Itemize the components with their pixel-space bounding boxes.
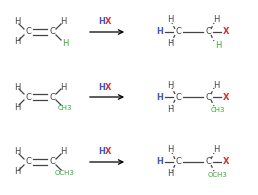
Text: H: H	[99, 147, 106, 157]
Text: C: C	[205, 27, 211, 36]
Text: H: H	[213, 15, 219, 25]
Text: H: H	[157, 158, 163, 167]
Text: H: H	[167, 145, 173, 154]
Text: C: C	[175, 27, 181, 36]
Text: H: H	[99, 18, 106, 27]
Text: C: C	[175, 92, 181, 102]
Text: C: C	[25, 92, 31, 102]
Text: H: H	[99, 82, 106, 91]
Text: C: C	[205, 92, 211, 102]
Text: H: H	[157, 27, 163, 36]
Text: OCH3: OCH3	[208, 172, 228, 178]
Text: X: X	[223, 92, 229, 102]
Text: C: C	[49, 158, 55, 167]
Text: H: H	[62, 38, 68, 48]
Text: H: H	[167, 81, 173, 90]
Text: H: H	[213, 145, 219, 154]
Text: H: H	[60, 147, 66, 157]
Text: C: C	[49, 92, 55, 102]
Text: OCH3: OCH3	[55, 170, 75, 176]
Text: H: H	[167, 169, 173, 178]
Text: H: H	[14, 147, 20, 157]
Text: H: H	[167, 105, 173, 113]
Text: C: C	[25, 27, 31, 36]
Text: C: C	[25, 158, 31, 167]
Text: CH3: CH3	[211, 107, 225, 113]
Text: H: H	[14, 103, 20, 112]
Text: X: X	[223, 158, 229, 167]
Text: X: X	[223, 27, 229, 36]
Text: H: H	[14, 18, 20, 27]
Text: X: X	[105, 18, 111, 27]
Text: H: H	[213, 81, 219, 90]
Text: H: H	[14, 82, 20, 91]
Text: X: X	[105, 147, 111, 157]
Text: C: C	[49, 27, 55, 36]
Text: H: H	[167, 40, 173, 49]
Text: C: C	[175, 158, 181, 167]
Text: H: H	[215, 41, 221, 50]
Text: H: H	[157, 92, 163, 102]
Text: H: H	[14, 37, 20, 46]
Text: C: C	[205, 158, 211, 167]
Text: CH3: CH3	[58, 105, 72, 111]
Text: H: H	[14, 168, 20, 176]
Text: H: H	[60, 18, 66, 27]
Text: H: H	[167, 15, 173, 25]
Text: X: X	[105, 82, 111, 91]
Text: H: H	[60, 82, 66, 91]
